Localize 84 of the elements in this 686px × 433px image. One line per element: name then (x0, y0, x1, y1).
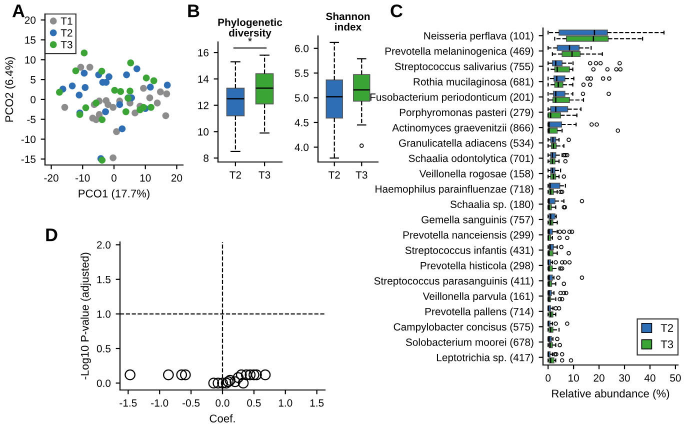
y-tick-label: 10 (25, 56, 36, 64)
text: * (248, 37, 252, 42)
x-tick-label: -20 (44, 174, 58, 182)
y-axis-title: -Log10 P-value (adjusted) (80, 252, 91, 380)
x-axis-title: Relative abundance (%) (552, 389, 670, 400)
text: C (390, 4, 403, 18)
y-tick-label: Prevotella melaninogenica (469) (385, 47, 534, 57)
y-tick-label: Solobacterium moorei (678) (406, 338, 534, 348)
y-tick-label: 0.0 (96, 380, 111, 387)
y-tick-label: 4.0 (294, 144, 309, 152)
y-tick-label: 1.5 (97, 276, 111, 284)
y-tick-label: Campylobacter concisus (575) (394, 322, 534, 333)
y-tick-label: -10 (21, 136, 36, 144)
x-axis-title: Coef. (210, 414, 235, 422)
y-tick-label: Prevotella nanceiensis (299) (403, 231, 534, 241)
y-tick-label: Veillonella parvula (161) (422, 292, 534, 302)
y-tick-label: Streptococcus salivarius (755) (394, 62, 534, 72)
x-tick-label: T3 (356, 171, 368, 179)
y-tick-label: Schaalia odontolytica (701) (408, 154, 534, 164)
x-tick-label: 0.0 (216, 399, 230, 407)
y-tick-label: 16 (198, 49, 209, 56)
x-tick-label: 30 (619, 374, 630, 382)
y-tick-label: 14 (198, 76, 209, 83)
y-tick-label: 8 (204, 154, 209, 162)
y-tick-label: 2.0 (97, 241, 111, 249)
y-tick-label: 5.0 (294, 94, 309, 102)
legend-label: T3 (660, 340, 674, 348)
y-tick-label: 5.5 (294, 70, 309, 77)
y-tick-label: -15 (21, 156, 36, 163)
x-tick-label: 1.5 (310, 399, 324, 407)
x-tick-label: 0 (112, 174, 116, 182)
x-tick-label: 10 (140, 174, 151, 182)
x-tick-label: 20 (171, 174, 182, 182)
chart-title: Phylogenetic diversity (218, 18, 282, 39)
x-tick-label: 1.0 (278, 399, 292, 407)
y-axis-title: PCO2 (6.4%) (5, 57, 16, 122)
text: B (188, 4, 200, 18)
x-tick-label: 40 (644, 374, 656, 382)
y-tick-label: 5 (30, 76, 36, 84)
text: A (12, 4, 25, 18)
y-tick-label: 0.5 (96, 345, 111, 352)
y-tick-label: 0 (30, 96, 36, 104)
y-tick-label: 15 (25, 36, 36, 44)
legend-label: T2 (660, 324, 673, 332)
y-tick-label: Fusobacterium periodonticum (201) (370, 93, 534, 103)
x-tick-label: T3 (258, 171, 270, 179)
y-tick-label: Streptococcus infantis (431) (405, 246, 534, 256)
y-tick-label: Neisseria perflava (101) (424, 32, 534, 42)
x-tick-label: 20 (594, 374, 604, 382)
x-tick-label: -0.5 (182, 399, 200, 407)
x-axis-title: PCO1 (17.7%) (78, 189, 150, 200)
x-tick-label: T2 (328, 171, 340, 179)
x-tick-label: 0 (546, 374, 551, 382)
x-tick-label: T2 (230, 171, 242, 179)
y-tick-label: Schaalia sp. (180) (450, 200, 534, 210)
y-tick-label: Actinomyces graevenitzii (866) (392, 124, 534, 134)
y-tick-label: 10 (198, 128, 209, 136)
y-tick-label: 12 (198, 102, 208, 110)
y-tick-label: Gemella sanguinis (757) (422, 216, 534, 226)
x-tick-label: -1.5 (120, 399, 137, 407)
y-tick-label: -5 (27, 116, 36, 124)
y-tick-label: 20 (24, 16, 36, 24)
y-tick-label: 1.0 (97, 310, 111, 318)
chart-title: Shannon index (326, 12, 370, 31)
x-tick-label: 10 (568, 374, 579, 382)
x-tick-label: -10 (76, 174, 90, 182)
x-tick-label: 0.5 (247, 399, 261, 407)
y-tick-label: 6.0 (295, 44, 309, 52)
y-tick-label: Veillonella rogosae (158) (419, 170, 534, 180)
y-tick-label: Porphyromonas pasteri (279) (400, 108, 534, 118)
text: D (46, 228, 58, 242)
x-tick-label: -1.0 (151, 399, 168, 407)
y-tick-label: Rothia mucilaginosa (681) (414, 78, 534, 88)
y-tick-label: Granulicatella adiacens (534) (399, 139, 534, 149)
legend-label: T2 (60, 29, 72, 36)
legend-label: T1 (60, 18, 72, 25)
y-tick-label: Streptococcus parasanguinis (411) (374, 276, 534, 287)
legend-label: T3 (60, 40, 72, 48)
y-tick-label: Haemophilus parainfluenzae (718) (376, 185, 534, 195)
x-tick-label: 50 (670, 374, 681, 382)
y-tick-label: Prevotella histicola (298) (420, 262, 534, 272)
y-tick-label: Prevotella pallens (714) (425, 308, 534, 318)
y-tick-label: 4.5 (294, 119, 309, 126)
y-tick-label: Leptotrichia sp. (417) (436, 354, 534, 364)
